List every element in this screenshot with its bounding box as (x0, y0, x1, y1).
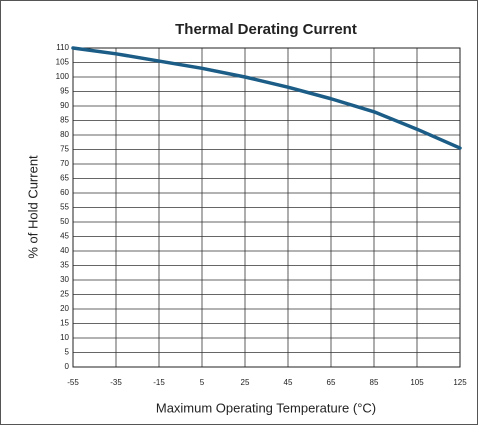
y-tick-label: 40 (60, 246, 69, 255)
chart-title: Thermal Derating Current (175, 21, 357, 38)
y-tick-label: 70 (60, 159, 69, 168)
y-tick-label: 95 (60, 87, 69, 96)
y-tick-label: 0 (65, 362, 70, 371)
y-tick-label: 90 (60, 101, 69, 110)
x-tick-label: 85 (370, 378, 379, 387)
y-tick-label: 80 (60, 130, 69, 139)
y-tick-label: 60 (60, 188, 69, 197)
y-tick-label: 105 (56, 58, 70, 67)
y-tick-label: 10 (60, 333, 69, 342)
data-line (71, 46, 462, 150)
y-tick-label: 5 (65, 348, 70, 357)
y-axis-label: % of Hold Current (25, 155, 40, 259)
y-tick-label: 100 (56, 72, 70, 81)
y-tick-label: 25 (60, 290, 69, 299)
y-tick-label: 15 (60, 319, 69, 328)
x-tick-label: -55 (67, 378, 79, 387)
x-tick-label: 65 (327, 378, 336, 387)
plot-border (72, 47, 461, 368)
x-tick-label: -35 (110, 378, 122, 387)
y-tick-label: 110 (56, 43, 69, 52)
y-tick-label: 75 (60, 145, 69, 154)
y-tick-label: 35 (60, 261, 69, 270)
y-tick-label: 20 (60, 304, 69, 313)
y-tick-label: 65 (60, 174, 69, 183)
y-tick-label: 50 (60, 217, 69, 226)
x-tick-label: 45 (284, 378, 293, 387)
y-tick-label: 45 (60, 232, 69, 241)
x-axis-label: Maximum Operating Temperature (°C) (156, 400, 376, 415)
x-tick-label: 125 (453, 378, 467, 387)
x-tick-label: 5 (200, 378, 205, 387)
x-tick-label: 105 (410, 378, 424, 387)
y-tick-label: 85 (60, 116, 69, 125)
x-tick-label: -15 (153, 378, 165, 387)
x-tick-label: 25 (241, 378, 250, 387)
y-tick-label: 55 (60, 203, 69, 212)
y-tick-label: 30 (60, 275, 69, 284)
